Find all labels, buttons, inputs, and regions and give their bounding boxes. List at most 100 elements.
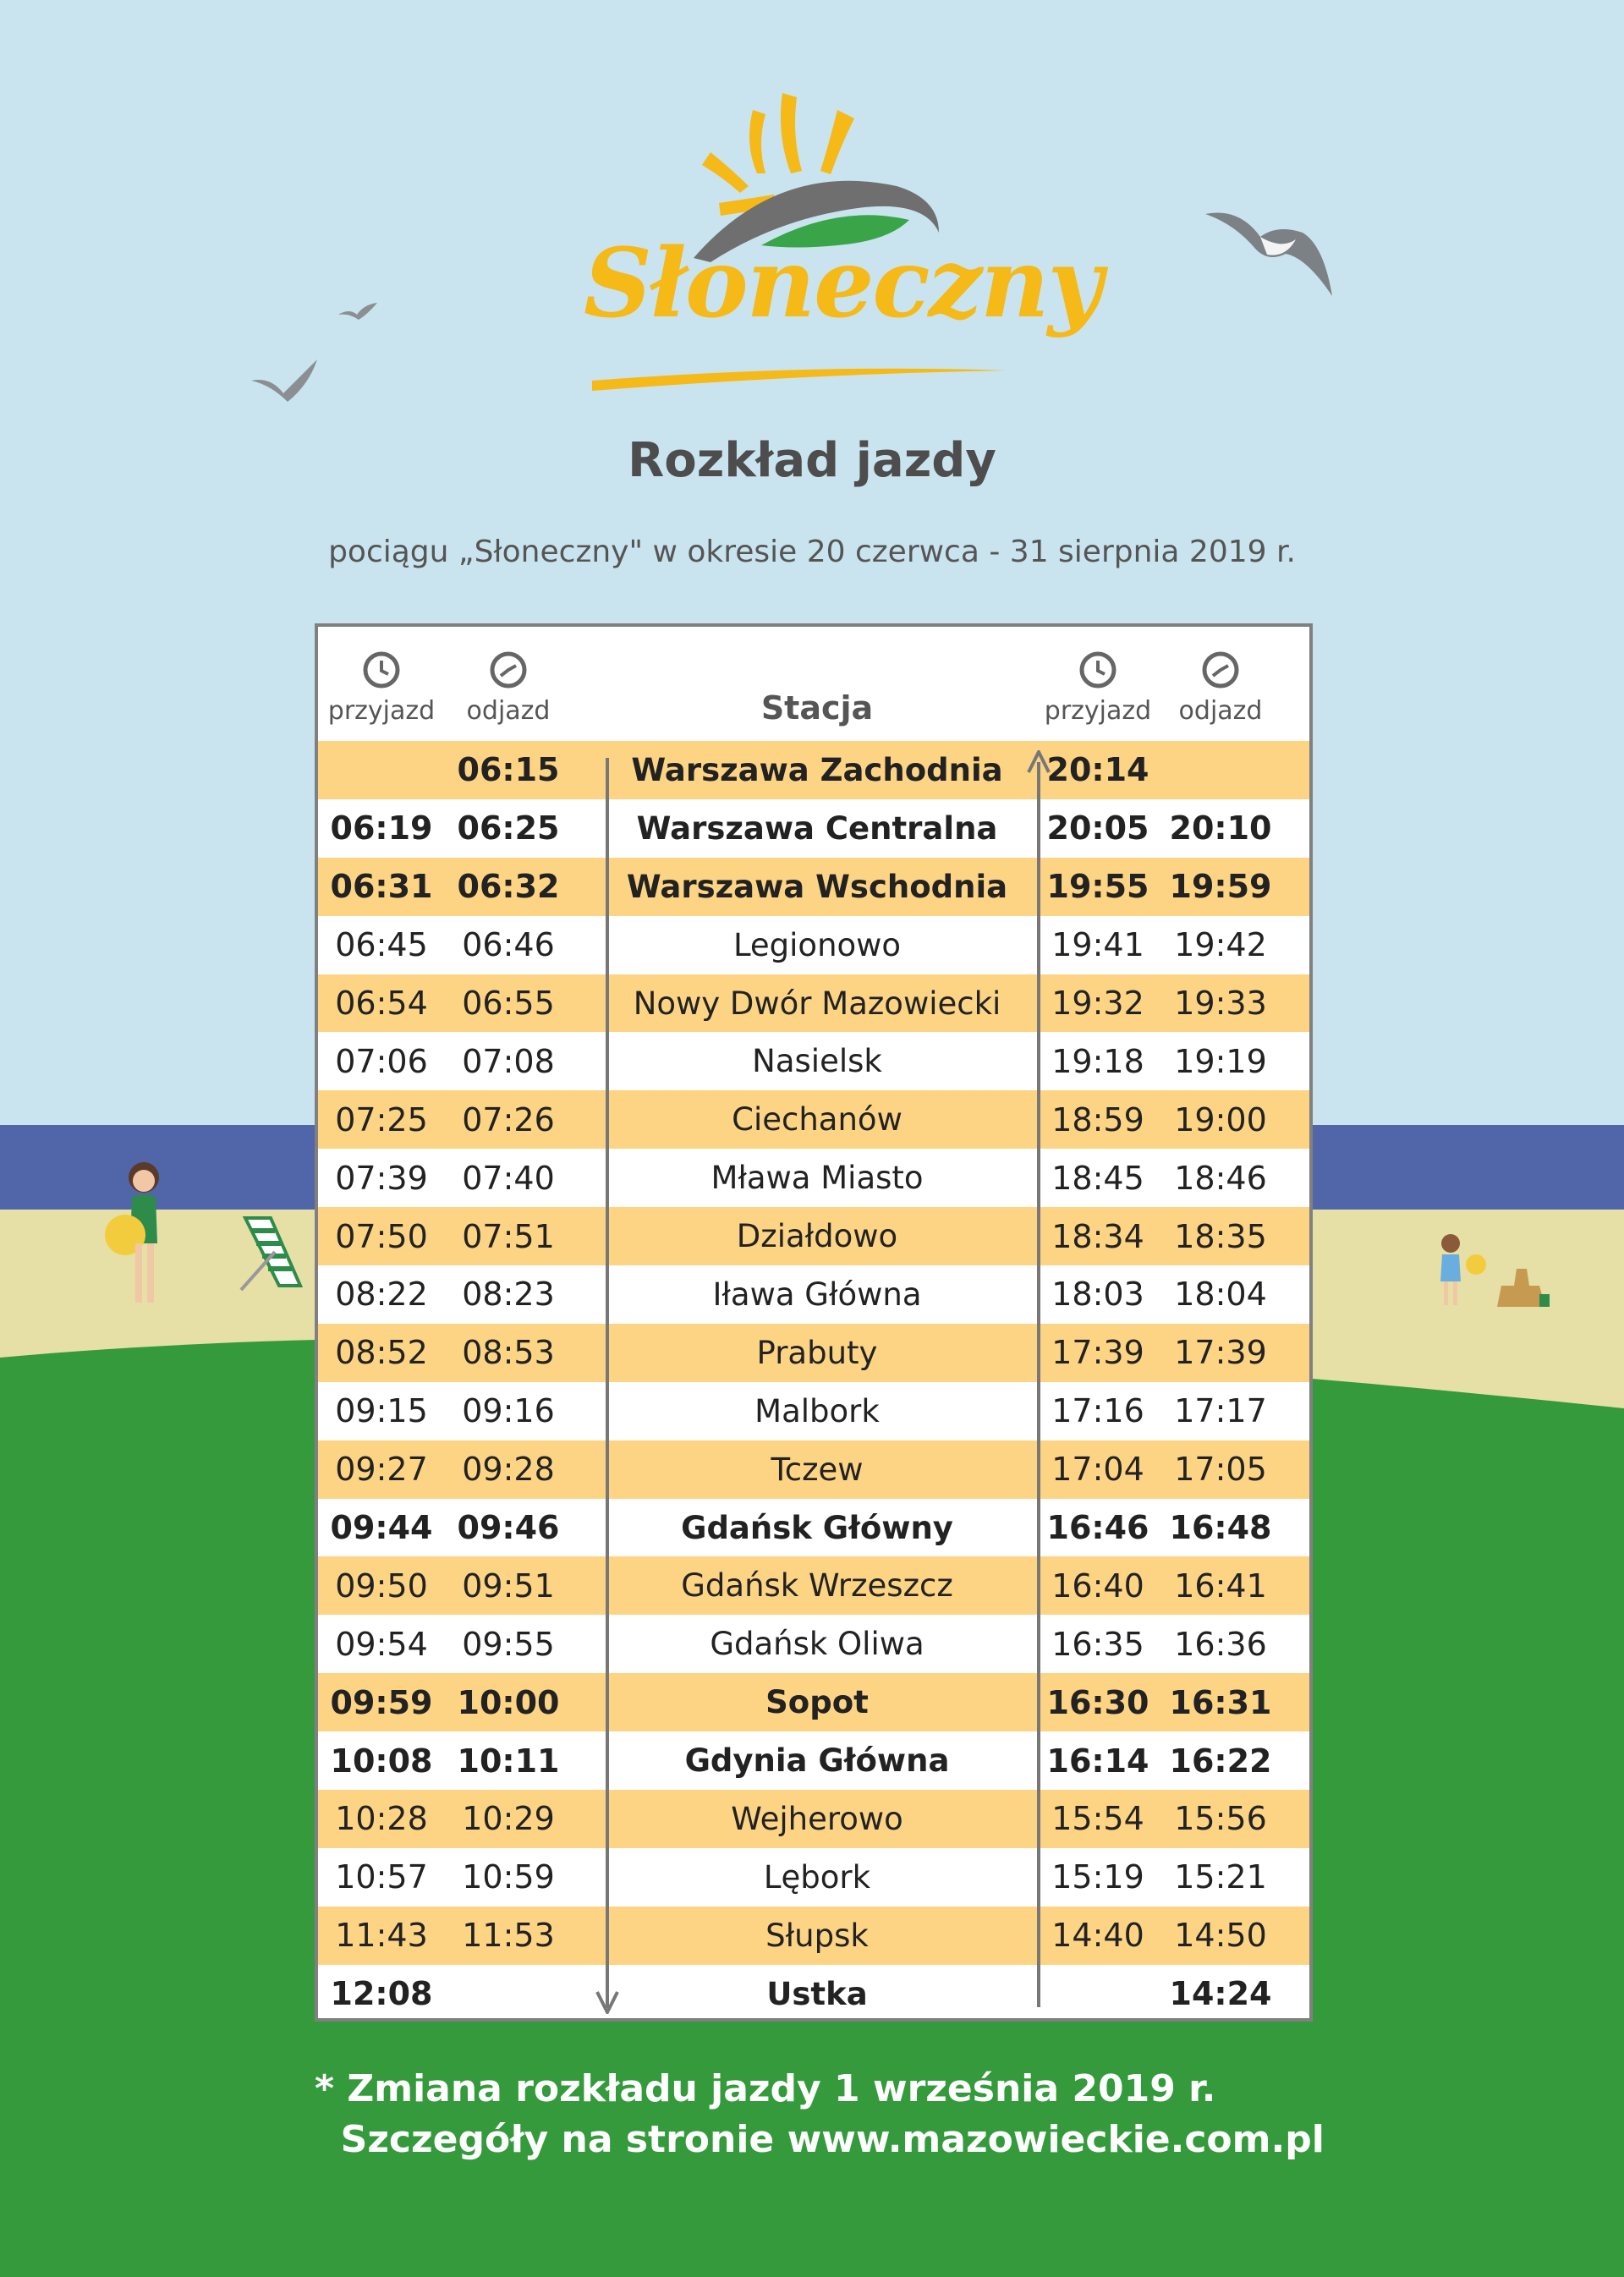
station-name: Warszawa Wschodnia [626,868,1008,905]
arrival-time-outbound: 09:50 [335,1566,428,1605]
clock-icon [363,651,400,689]
table-row: 06:19 06:25 Warszawa Centralna 20:05 20:10 [318,799,1309,858]
arrival-time-outbound: 07:06 [335,1042,428,1080]
table-row: 09:54 09:55 Gdańsk Oliwa 16:35 16:36 [318,1615,1309,1673]
arrival-time-return: 16:46 [1046,1509,1149,1547]
arrival-time-return: 15:54 [1051,1800,1144,1838]
arrival-time-return: 19:55 [1046,868,1149,906]
arrival-time-return: 17:39 [1051,1334,1144,1372]
arrival-time-return: 17:16 [1051,1392,1144,1430]
arrival-time-outbound: 09:15 [335,1392,428,1430]
departure-time-return: 19:19 [1174,1042,1267,1080]
departure-time-outbound: 10:11 [457,1742,560,1780]
departure-time-outbound: 09:46 [457,1509,560,1547]
departure-time-return: 17:05 [1174,1451,1267,1489]
timetable-header: przyjazd odjazd Stacja przyjazd odjazd [318,627,1309,741]
arrival-header-right: przyjazd [1039,650,1157,726]
departure-time-outbound: 09:16 [462,1392,555,1430]
departure-time-outbound: 09:28 [462,1451,555,1489]
arrival-time-outbound: 09:54 [335,1625,428,1663]
arrival-time-outbound: 07:39 [335,1159,428,1197]
table-row: 09:50 09:51 Gdańsk Wrzeszcz 16:40 16:41 [318,1556,1309,1616]
child-with-toy-illustration [1440,1234,1486,1305]
station-name: Prabuty [756,1334,878,1371]
departure-time-return: 18:04 [1174,1276,1267,1314]
station-name: Mława Miasto [710,1160,924,1197]
page-title: Rozkład jazdy [628,433,996,488]
station-name: Lębork [763,1858,871,1896]
station-name: Malbork [754,1392,880,1429]
table-row: 07:39 07:40 Mława Miasto 18:45 18:46 [318,1149,1309,1207]
departure-label: odjazd [466,696,551,726]
arrival-time-outbound: 11:43 [335,1917,428,1955]
arrival-time-return: 16:14 [1046,1742,1149,1780]
departure-time-return: 14:50 [1174,1917,1267,1955]
arrival-time-outbound: 10:57 [335,1858,428,1896]
girl-with-ball-illustration [105,1162,159,1303]
table-row: 10:08 10:11 Gdynia Główna 16:14 16:22 [318,1731,1309,1790]
table-row: 07:06 07:08 Nasielsk 19:18 19:19 [318,1032,1309,1090]
footnote-line-1: * Zmiana rozkładu jazdy 1 września 2019 … [315,2067,1216,2110]
departure-time-outbound: 06:15 [457,751,560,789]
departure-header-right: odjazd [1157,650,1284,726]
departure-time-outbound: 10:00 [457,1683,560,1721]
departure-time-return: 17:17 [1174,1392,1267,1430]
station-name: Sopot [765,1684,869,1721]
station-name: Warszawa Centralna [636,809,998,847]
table-row: 06:31 06:32 Warszawa Wschodnia 19:55 19:59 [318,857,1309,916]
table-row: 09:44 09:46 Gdańsk Główny 16:46 16:48 [318,1499,1309,1557]
logo-wordmark: Słoneczny [584,228,1103,339]
station-name: Legionowo [732,926,902,963]
arrival-time-outbound: 12:08 [330,1975,433,2013]
arrow-up-icon [1027,750,1051,773]
table-row: 09:15 09:16 Malbork 17:16 17:17 [318,1382,1309,1440]
clock-icon [490,651,527,689]
departure-time-return: 19:42 [1174,926,1267,964]
table-row: 10:57 10:59 Lębork 15:19 15:21 [318,1848,1309,1907]
sun-icon [694,93,939,262]
arrival-time-outbound: 08:52 [335,1334,428,1372]
station-name: Warszawa Zachodnia [631,751,1003,788]
page-subtitle: pociągu „Słoneczny" w okresie 20 czerwca… [328,535,1296,569]
departure-time-outbound: 07:08 [462,1042,555,1080]
departure-time-outbound: 07:51 [462,1217,555,1255]
arrival-time-outbound: 07:50 [335,1217,428,1255]
arrival-time-return: 18:03 [1051,1276,1144,1314]
arrival-time-outbound: 07:25 [335,1100,428,1138]
arrival-time-outbound: 09:27 [335,1451,428,1489]
arrival-time-outbound: 10:28 [335,1800,428,1838]
deck-chair-illustration [239,1216,304,1292]
arrival-time-return: 18:59 [1051,1100,1144,1138]
table-row: 06:15 Warszawa Zachodnia 20:14 [318,741,1309,799]
arrival-time-return: 19:18 [1051,1042,1144,1080]
departure-time-return: 17:39 [1174,1334,1267,1372]
arrival-time-return: 20:14 [1046,751,1149,789]
arrival-time-outbound: 08:22 [335,1276,428,1314]
station-name: Ustka [766,1975,868,2012]
arrival-time-return: 15:19 [1051,1858,1144,1896]
departure-time-outbound: 09:55 [462,1625,555,1663]
arrival-time-outbound: 06:45 [335,926,428,964]
clock-icon [1202,651,1239,689]
departure-time-outbound: 07:40 [462,1159,555,1197]
seagull-icon [251,359,317,402]
arrival-time-outbound: 09:44 [330,1509,433,1547]
departure-time-outbound: 10:59 [462,1858,555,1896]
arrival-time-outbound: 06:19 [330,809,433,848]
station-name: Iława Główna [712,1276,922,1313]
station-header: Stacja [760,689,874,727]
table-row: 06:45 06:46 Legionowo 19:41 19:42 [318,916,1309,974]
station-name: Gdańsk Główny [681,1509,953,1546]
station-name: Gdańsk Oliwa [710,1626,924,1663]
direction-line-down [606,758,609,2008]
footnote-line-2: Szczegóły na stronie www.mazowieckie.com… [315,2118,1325,2161]
direction-line-up [1037,762,1040,2007]
table-row: 08:52 08:53 Prabuty 17:39 17:39 [318,1323,1309,1382]
station-name: Nowy Dwór Mazowiecki [633,985,1001,1022]
departure-time-outbound: 08:53 [462,1334,555,1372]
footnote: * Zmiana rozkładu jazdy 1 września 2019 … [315,2064,1499,2165]
arrival-time-return: 14:40 [1051,1917,1144,1955]
departure-time-return: 15:56 [1174,1800,1267,1838]
arrival-time-return: 16:40 [1051,1566,1144,1605]
table-row: 06:54 06:55 Nowy Dwór Mazowiecki 19:32 19:33 [318,974,1309,1033]
